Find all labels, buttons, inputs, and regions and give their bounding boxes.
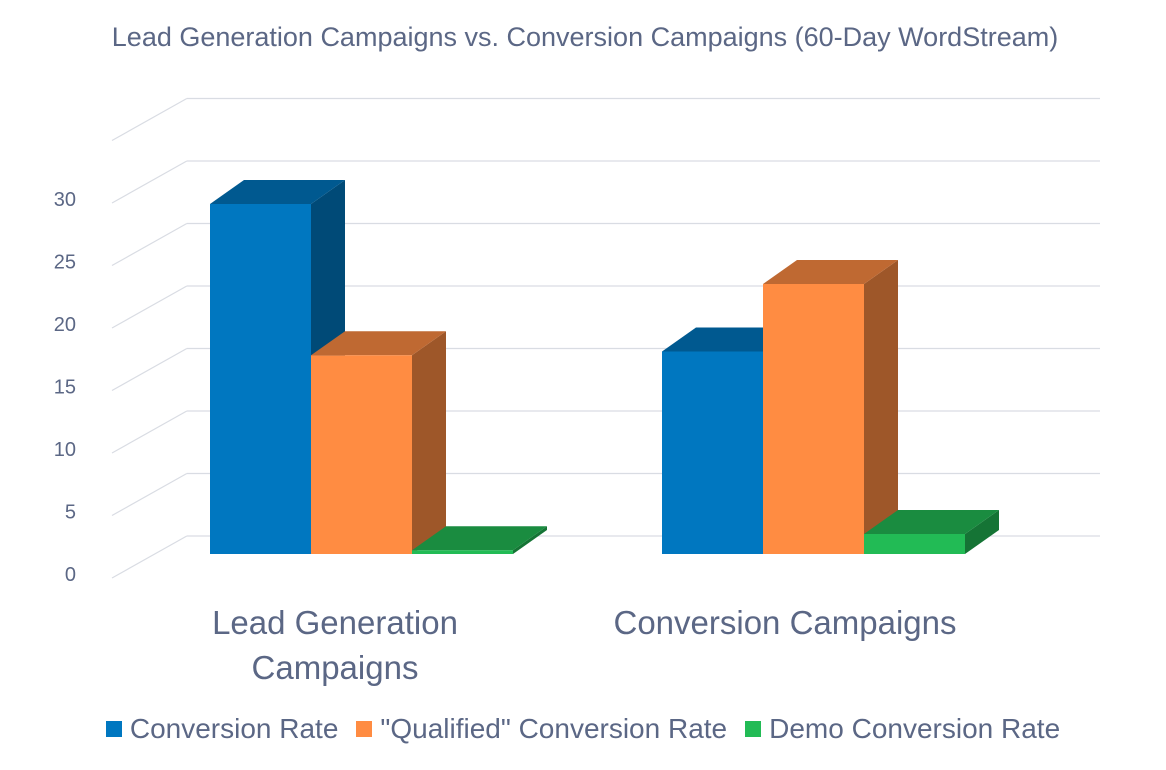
gridline-diagonal [111, 535, 188, 579]
gridline-diagonal [111, 347, 188, 392]
bar-top [311, 331, 446, 356]
gridline-diagonal [111, 472, 188, 517]
y-tick-label: 15 [54, 377, 76, 399]
bar [311, 331, 446, 554]
legend-item-demo-conversion-rate: Demo Conversion Rate [745, 713, 1060, 745]
bar-side [965, 510, 999, 554]
legend-label-qualified-conversion-rate: "Qualified" Conversion Rate [380, 713, 728, 744]
bar-side [864, 260, 898, 554]
bar-top [210, 180, 345, 204]
bars [210, 180, 999, 554]
y-tick-label: 25 [54, 252, 76, 274]
bar-front [662, 351, 763, 554]
legend-label-demo-conversion-rate: Demo Conversion Rate [769, 713, 1061, 744]
bar-top [412, 526, 547, 551]
bar-top [763, 260, 898, 284]
y-tick-label: 5 [65, 502, 76, 524]
gridline-diagonal [111, 410, 188, 454]
y-axis-ticks: 0 5 10 15 20 25 30 [54, 189, 76, 586]
x-category-line: Lead Generation [212, 604, 458, 641]
gridline-diagonal [111, 285, 188, 329]
bar [864, 510, 999, 554]
bar [763, 260, 898, 554]
bar [412, 526, 547, 554]
x-category-line: Campaigns [252, 649, 419, 686]
bar-front [311, 355, 412, 554]
x-category-label: Conversion Campaigns [613, 604, 956, 641]
legend-swatch-qualified-conversion-rate [356, 721, 373, 737]
bar-front [210, 204, 311, 554]
legend-label-conversion-rate: Conversion Rate [129, 713, 339, 744]
legend-swatch-conversion-rate [105, 721, 122, 737]
y-tick-label: 30 [54, 189, 76, 211]
bar-front [864, 534, 965, 554]
legend: Conversion Rate "Qualified" Conversion R… [0, 713, 1166, 745]
gridline-diagonal [111, 97, 188, 142]
gridline-diagonal [111, 160, 188, 204]
legend-swatch-demo-conversion-rate [745, 721, 762, 737]
bar-side [513, 526, 547, 554]
y-tick-label: 20 [54, 314, 76, 336]
legend-item-qualified-conversion-rate: "Qualified" Conversion Rate [356, 713, 727, 745]
chart-title: Lead Generation Campaigns vs. Conversion… [111, 22, 1059, 52]
y-tick-label: 10 [54, 439, 76, 461]
x-category-line: Conversion Campaigns [613, 604, 956, 641]
bar-top [864, 510, 999, 534]
x-axis-categories: Lead Generation Campaigns Conversion Campa… [212, 604, 956, 686]
bar-front [412, 550, 513, 554]
y-tick-label: 0 [65, 564, 76, 586]
bar-side [412, 331, 446, 554]
bar-front [763, 284, 864, 554]
gridline-diagonal [111, 222, 188, 267]
legend-item-conversion-rate: Conversion Rate [105, 713, 339, 745]
x-category-label: Lead Generation Campaigns [212, 604, 458, 686]
